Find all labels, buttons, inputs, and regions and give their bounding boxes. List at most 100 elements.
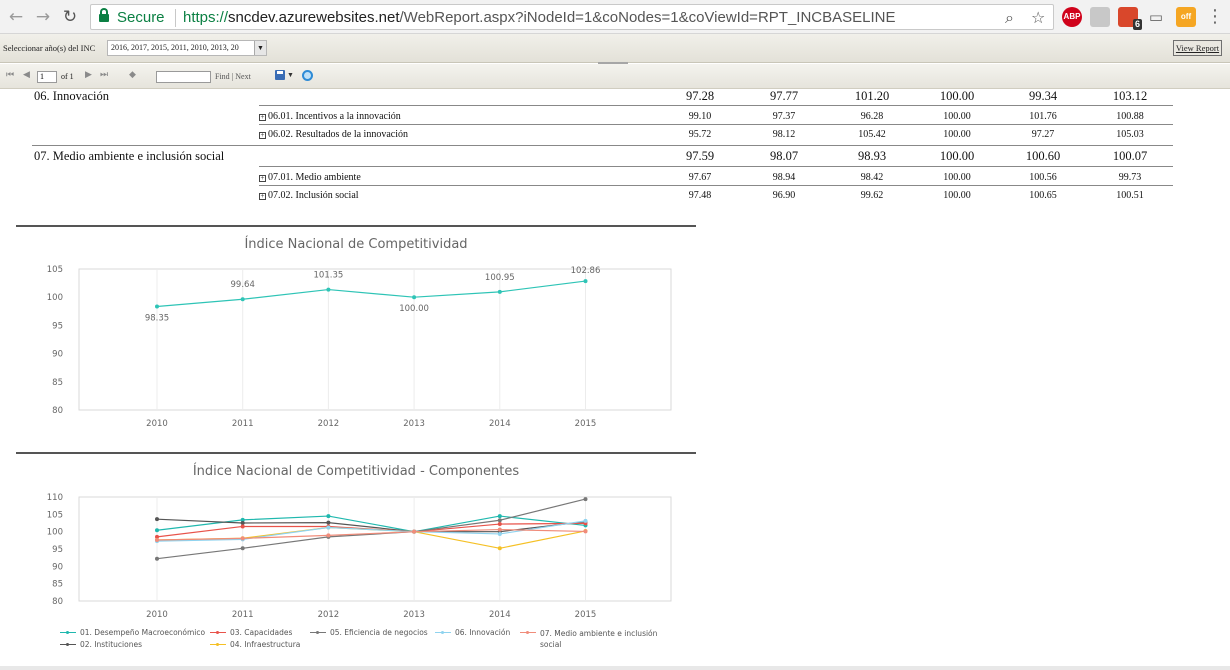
series-line [156,280,586,308]
browser-menu-icon[interactable]: ⋮ [1206,6,1224,27]
data-point [497,289,502,294]
data-point [497,527,502,532]
cast-icon[interactable]: ▭ [1148,8,1164,26]
legend-swatch [435,631,451,634]
row-label: 07. Medio ambiente e inclusión social [34,149,225,163]
reload-icon[interactable]: ↻ [62,7,78,27]
data-point [155,538,159,543]
x-tick-label: 2013 [403,610,425,620]
last-page-icon[interactable]: ⏭ [100,70,109,80]
legend-label: 07. Medio ambiente e inclusión social [540,629,658,649]
data-point [497,531,502,536]
data-point [155,517,159,522]
export-dropdown-icon[interactable]: ▼ [287,71,294,79]
table-cell: 97.67 [688,172,712,183]
table-cell: 101.20 [854,89,890,103]
year-select[interactable]: 2016, 2017, 2015, 2011, 2010, 2013, 20 ▼ [107,40,267,56]
back-icon[interactable]: ← [8,7,24,27]
series-line [156,520,586,542]
subcategory-name[interactable]: +06.02. Resultados de la innovación [259,129,408,140]
data-point [155,556,159,561]
data-point [583,518,588,523]
table-cell: 100.00 [943,172,971,183]
data-point [155,534,159,539]
first-page-icon[interactable]: ⏮ [6,70,15,80]
bookmark-star-icon[interactable]: ☆ [1031,8,1046,27]
report-table: 06. Innovación 97.28 97.77 101.20 100.00 99.3… [0,89,1230,209]
data-point [583,497,588,502]
expand-icon[interactable]: + [259,113,266,121]
table-cell: 100.88 [1116,111,1144,122]
next-page-icon[interactable]: ▶ [85,70,92,80]
back-to-parent-icon[interactable]: ◆ [129,70,136,80]
url-text[interactable]: https://sncdev.azurewebsites.net/WebRepo… [183,9,895,26]
year-param-label: Seleccionar año(s) del INC [3,43,96,53]
table-cell: 103.12 [1112,89,1148,103]
x-tick-label: 2015 [575,610,597,620]
row-label: 06.02. Resultados de la innovación [268,129,408,140]
x-tick-label: 2014 [489,419,511,429]
expand-icon[interactable]: + [259,192,266,200]
x-tick-label: 2010 [146,419,168,429]
expand-icon[interactable]: + [259,174,266,182]
x-tick-label: 2014 [489,610,511,620]
todoist-extension-icon[interactable]: 6 [1118,7,1142,30]
zoom-icon[interactable]: ⌕ [1005,8,1014,27]
lock-icon [99,8,109,23]
table-cell: 100.51 [1116,190,1144,201]
chart-title: Índice Nacional de Competitividad [244,237,468,252]
row-label: 06.01. Incentivos a la innovación [268,111,401,122]
view-report-button[interactable]: View Report [1173,40,1222,56]
forward-icon[interactable]: → [35,7,51,27]
legend-label: 01. Desempeño Macroeconómico [80,628,206,637]
chart-inc: Índice Nacional de Competitividad 80 85 90… [16,225,696,429]
y-tick-label: 110 [47,493,63,503]
subcategory-name[interactable]: +06.01. Incentivos a la innovación [259,111,401,122]
legend-swatch [60,643,76,646]
refresh-icon[interactable] [302,70,313,81]
chart-divider [16,225,696,227]
url-path: /WebReport.aspx?iNodeId=1&coNodes=1&coVi… [399,9,896,26]
data-point [240,546,245,551]
find-input[interactable] [156,71,211,83]
legend-swatch [310,631,326,634]
data-point [155,304,159,309]
series-line [156,528,586,541]
drive-extension-icon[interactable] [1090,7,1110,27]
export-save-icon[interactable] [275,70,285,80]
data-point [326,525,331,530]
horizontal-scrollbar[interactable] [0,666,1230,670]
data-point [155,528,159,533]
series-line [156,515,586,533]
y-tick-label: 85 [52,378,63,388]
data-point [497,522,502,527]
subcategory-name[interactable]: +07.02. Inclusión social [259,190,359,201]
y-tick-label: 95 [52,321,63,331]
page-number-input[interactable]: 1 [37,71,57,83]
year-select-value: 2016, 2017, 2015, 2011, 2010, 2013, 20 [111,43,239,52]
data-point [326,287,331,292]
data-label: 99.64 [231,280,255,290]
table-cell: 98.94 [772,172,796,183]
data-label: 100.00 [399,304,429,314]
table-cell: 99.10 [688,111,712,122]
previous-page-icon[interactable]: ◀ [23,70,30,80]
data-point [326,520,331,525]
legend-label: 03. Capacidades [230,628,293,637]
chart-divider [16,452,696,454]
row-divider [259,166,1173,167]
subcategory-name[interactable]: +07.01. Medio ambiente [259,172,361,183]
table-cell: 100.00 [939,89,975,103]
address-bar[interactable]: Secure https://sncdev.azurewebsites.net/… [90,4,1054,30]
find-next-links[interactable]: Find | Next [215,72,251,81]
data-point [240,536,245,541]
chevron-down-icon[interactable]: ▼ [254,41,266,55]
multi-line-chart: 80 85 90 95 100 105 110 2010 2011 2012 2013 2014 201… [47,493,672,620]
browser-toolbar: ← → ↻ Secure https://sncdev.azurewebsite… [0,0,1230,34]
row-divider [32,145,1173,146]
adblock-extension-icon[interactable]: ABP [1062,7,1082,27]
expand-icon[interactable]: + [259,131,266,139]
table-cell: 100.00 [939,149,975,163]
honey-extension-icon[interactable]: off [1176,7,1196,27]
parameter-bar: Seleccionar año(s) del INC 2016, 2017, 2… [0,34,1230,63]
